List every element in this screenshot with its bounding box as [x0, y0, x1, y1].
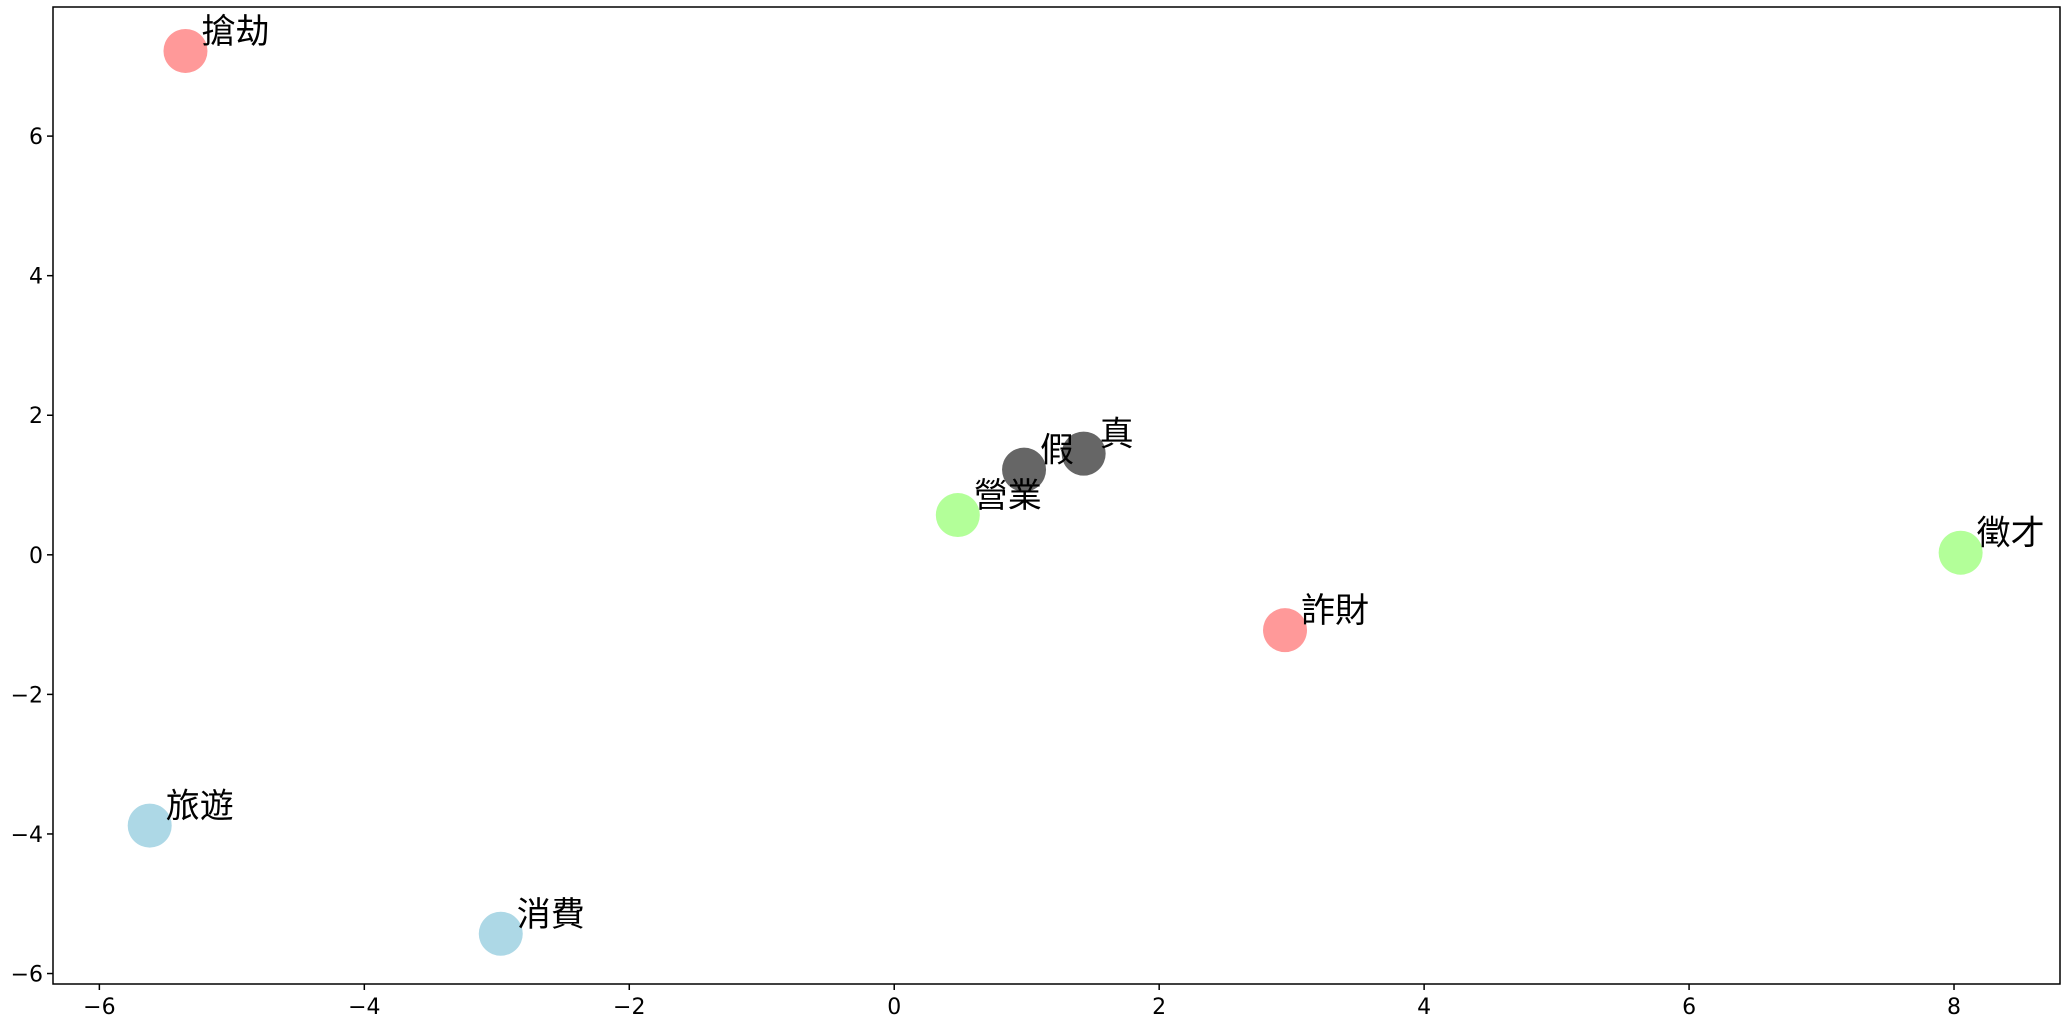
data-points — [127, 28, 1983, 956]
data-point — [1263, 608, 1308, 653]
y-tick-label: 6 — [29, 125, 43, 150]
y-tick-label: 0 — [29, 544, 43, 569]
plot-background — [53, 7, 2060, 984]
data-point-label: 消費 — [517, 895, 585, 935]
data-point — [1061, 431, 1106, 476]
y-tick-label: −6 — [11, 963, 43, 988]
x-tick-label: 0 — [887, 995, 901, 1020]
data-point — [1002, 447, 1047, 492]
x-tick-label: −2 — [613, 995, 645, 1020]
data-point — [163, 28, 208, 73]
y-tick-label: 4 — [29, 265, 43, 290]
y-tick-label: −2 — [11, 683, 43, 708]
x-tick-label: 6 — [1682, 995, 1696, 1020]
data-point — [478, 911, 523, 956]
y-tick-label: −4 — [11, 823, 43, 848]
data-point-label: 旅遊 — [166, 787, 234, 827]
y-tick-label: 2 — [29, 404, 43, 429]
x-tick-label: −6 — [83, 995, 115, 1020]
plot-frame — [52, 6, 2061, 985]
data-point — [1938, 530, 1983, 575]
x-tick-label: 8 — [1947, 995, 1961, 1020]
y-axis-ticks: −6 −4 −2 0 2 4 6 — [11, 125, 53, 988]
data-point — [127, 803, 172, 848]
x-axis-ticks: −6 −4 −2 0 2 4 6 8 — [83, 984, 1961, 1020]
x-tick-label: −4 — [348, 995, 380, 1020]
data-point-label: 營業 — [974, 476, 1042, 516]
x-tick-label: 2 — [1152, 995, 1166, 1020]
data-point-label: 搶劫 — [201, 12, 269, 52]
data-point-label: 假 — [1040, 431, 1074, 471]
data-point-label: 真 — [1100, 415, 1134, 455]
data-point-label: 詐財 — [1301, 591, 1369, 631]
x-tick-label: 4 — [1417, 995, 1431, 1020]
data-point-label: 徵才 — [1977, 514, 2045, 554]
data-point — [935, 493, 980, 538]
